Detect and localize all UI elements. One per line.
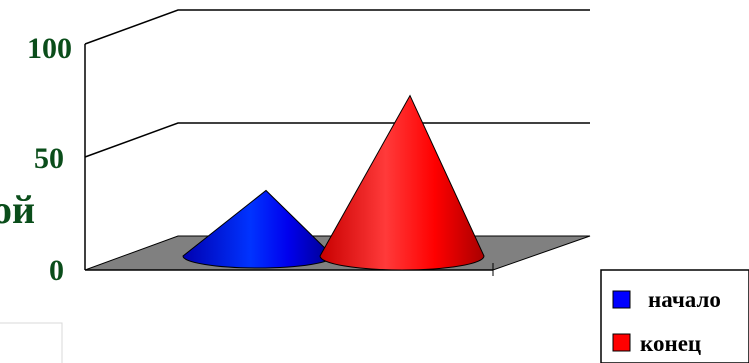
adjacent-panel-edge: [0, 322, 63, 363]
legend: начало конец: [600, 269, 749, 363]
cone-konec: [319, 94, 485, 271]
gridline-100: [84, 9, 590, 45]
gridline-50: [84, 122, 590, 158]
legend-swatch-nachalo: [612, 290, 631, 309]
legend-label-nachalo: начало: [648, 287, 721, 312]
cones: [182, 94, 485, 271]
y-tick-label-100: 100: [27, 32, 72, 65]
partial-axis-label: ой: [0, 187, 35, 232]
cone-nachalo: [182, 189, 334, 269]
y-tick-label-50: 50: [34, 142, 64, 175]
y-tick-label-0: 0: [49, 254, 64, 287]
legend-swatch-konec: [612, 333, 631, 352]
gridlines: [84, 9, 590, 158]
legend-label-konec: конец: [640, 331, 701, 356]
